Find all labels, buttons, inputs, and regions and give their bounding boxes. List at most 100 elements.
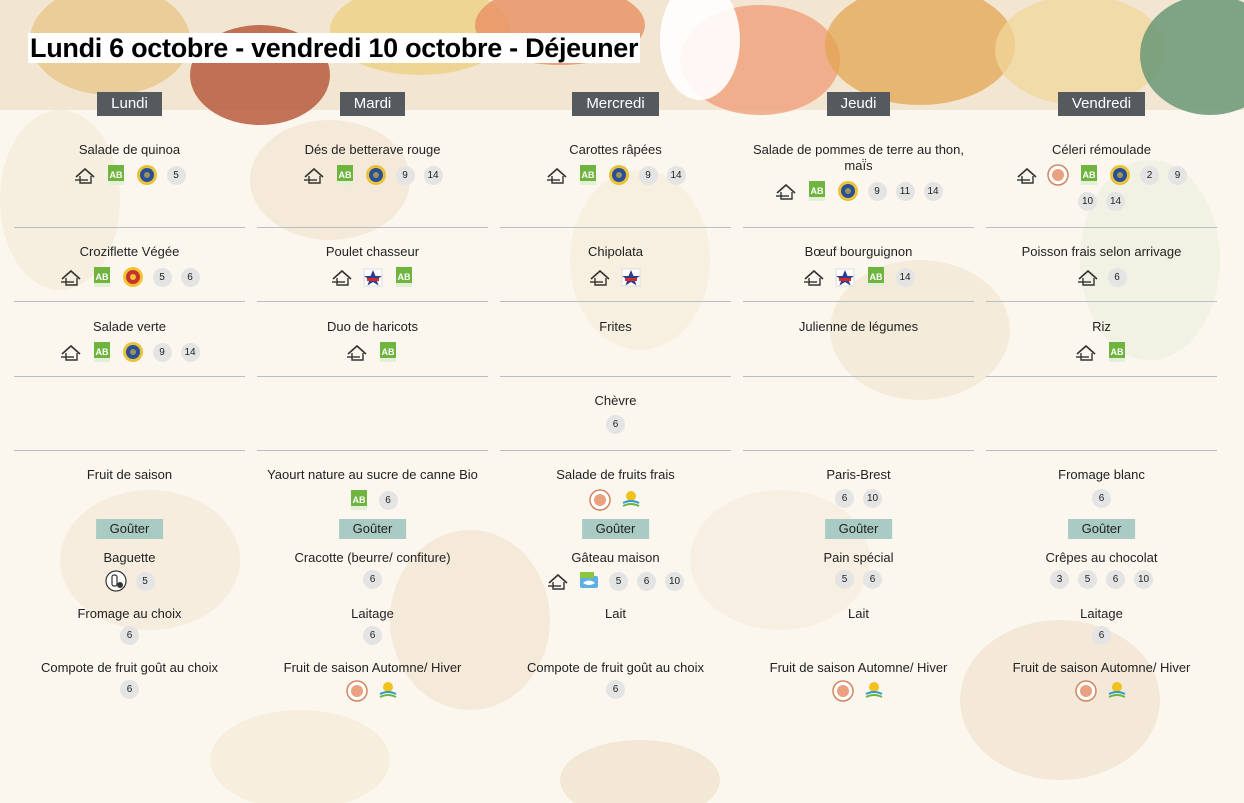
dish-labels [743, 680, 974, 702]
course-divider [986, 301, 1217, 302]
fait-maison-icon [546, 164, 568, 186]
course-divider [500, 301, 731, 302]
france-icon [362, 266, 384, 288]
menu-item: Carottes râpées AB 9 14 [500, 142, 731, 186]
dish-name: Salade verte [93, 319, 166, 334]
allergen-badge: 6 [606, 415, 625, 434]
dish-name: Pain spécial [823, 550, 894, 565]
allergen-badge: 6 [363, 626, 382, 645]
bio-icon: AB [806, 180, 828, 202]
bio-icon: AB [105, 164, 127, 186]
menu-item: Salade de pommes de terre au thon, maï̈s… [743, 142, 974, 202]
gouter-item: Fromage au choix 6 [14, 606, 245, 645]
day-column-vendredi: Vendredi Céleri rémoulade AB 2 9 10 14 Poisson … [986, 92, 1217, 792]
dish-labels [500, 489, 731, 511]
dish-labels: 5 6 10 [500, 570, 731, 592]
dish-name: Bœuf bourguignon [804, 244, 913, 259]
aop-icon [122, 266, 144, 288]
allergen-badge: 14 [1106, 192, 1125, 211]
local-icon [1047, 164, 1069, 186]
allergen-badge: 6 [363, 570, 382, 589]
fait-maison-icon [1075, 341, 1097, 363]
dish-name: Cracotte (beurre/ confiture) [294, 550, 451, 565]
allergen-badge: 6 [120, 680, 139, 699]
menu-item: Bœuf bourguignon AB 14 [743, 244, 974, 288]
course-divider [257, 450, 488, 451]
allergen-badge: 9 [638, 165, 658, 185]
gouter-header: Goûter [1067, 519, 1136, 539]
allergen-badge: 9 [1168, 165, 1187, 185]
dish-labels: AB 6 [257, 489, 488, 511]
fait-maison-icon [547, 570, 569, 592]
gouter-header: Goûter [338, 519, 407, 539]
svg-text:AB: AB [338, 170, 351, 180]
menu-item: Riz AB [986, 319, 1217, 363]
dish-labels: AB 5 [14, 164, 245, 186]
dish-name: Carottes râpées [569, 142, 662, 157]
dish-name: Fromage blanc [1058, 467, 1145, 482]
menu-item: Poisson frais selon arrivage 6 [986, 244, 1217, 288]
svg-text:AB: AB [1083, 170, 1096, 180]
allergen-badge: 5 [609, 571, 628, 591]
allergen-badge: 6 [180, 267, 200, 287]
svg-text:AB: AB [397, 272, 410, 282]
gouter-item: Lait [500, 606, 731, 622]
fait-maison-icon [589, 266, 611, 288]
dish-name: Baguette [103, 550, 156, 565]
dish-name: Fruit de saison [86, 467, 173, 482]
dish-name: Lait [605, 606, 626, 621]
fait-maison-icon [775, 180, 797, 202]
dish-labels: AB 2 9 10 14 [986, 164, 1217, 211]
dish-name: Laitage [351, 606, 394, 621]
bio-icon: AB [91, 341, 113, 363]
course-divider [743, 301, 974, 302]
dish-name: Chipolata [588, 244, 643, 259]
allergen-badge: 5 [835, 570, 854, 589]
allergen-badge: 6 [120, 626, 139, 645]
gouter-item: Cracotte (beurre/ confiture) 6 [257, 550, 488, 589]
france-icon [620, 266, 642, 288]
gouter-item: Gâteau maison 5 6 10 [500, 550, 731, 592]
dish-name: Laitage [1080, 606, 1123, 621]
dish-labels [500, 266, 731, 288]
menu-item: Croziflette Végée AB 5 6 [14, 244, 245, 288]
dish-labels [257, 680, 488, 702]
local-icon [589, 489, 611, 511]
dish-labels: 6 [500, 680, 731, 699]
dish-name: Fromage au choix [77, 606, 182, 621]
bio-icon: AB [334, 164, 356, 186]
allergen-badge: 6 [1092, 489, 1111, 508]
day-header: Mercredi [572, 92, 659, 116]
allergen-badge: 6 [863, 570, 882, 589]
dish-name: Gâteau maison [571, 550, 660, 565]
fait-maison-icon [1016, 164, 1038, 186]
gouter-item: Compote de fruit goût au choix 6 [14, 660, 245, 699]
france-icon [834, 266, 856, 288]
allergen-badge: 14 [666, 165, 686, 185]
bio-icon: AB [91, 266, 113, 288]
dish-name: Dés de betterave rouge [304, 142, 441, 157]
label-rouge-icon [1109, 164, 1131, 186]
fait-maison-icon [60, 266, 82, 288]
dish-labels: 6 [986, 626, 1217, 645]
gouter-item: Fruit de saison Automne/ Hiver [257, 660, 488, 702]
allergen-badge: 10 [1078, 192, 1097, 211]
gouter-item: Crêpes au chocolat 3 5 6 10 [986, 550, 1217, 589]
day-column-jeudi: Jeudi Salade de pommes de terre au thon, … [743, 92, 974, 792]
allergen-badge: 10 [1134, 570, 1153, 589]
menu-item: Salade de fruits frais [500, 467, 731, 511]
dish-labels: 6 10 [743, 489, 974, 508]
dish-name: Compote de fruit goût au choix [526, 660, 705, 675]
dish-name: Crêpes au chocolat [1045, 550, 1158, 565]
menu-item: Chipolata [500, 244, 731, 288]
dish-name: Croziflette Végée [79, 244, 180, 259]
label-rouge-icon [608, 164, 630, 186]
course-divider [743, 227, 974, 228]
course-divider [986, 227, 1217, 228]
allergen-badge: 14 [923, 181, 943, 201]
fait-maison-icon [60, 341, 82, 363]
course-divider [500, 376, 731, 377]
dish-labels: 6 [14, 626, 245, 645]
svg-text:AB: AB [869, 272, 882, 282]
svg-text:AB: AB [382, 347, 395, 357]
